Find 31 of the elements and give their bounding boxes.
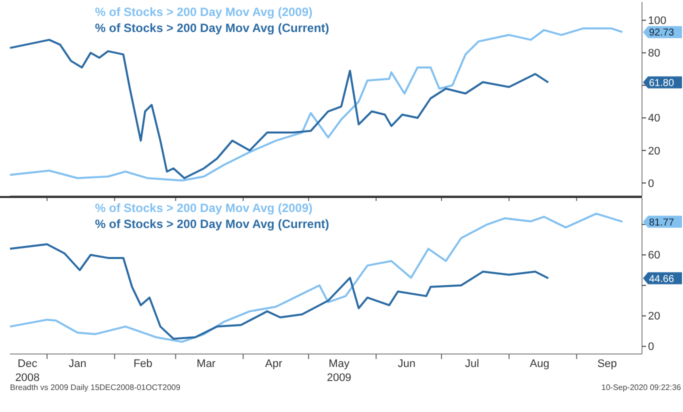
x-tick-label: Sep [597,358,617,370]
text: 61.80 [649,78,674,90]
text: 44.66 [649,274,674,285]
text: % of Stocks > 200 Day Mov Avg (2009) [95,201,313,215]
line-series [9,38,550,180]
y-tick-label: 20 [648,145,660,158]
text: % of Stocks > 200 Day Mov Avg (Current) [95,217,330,231]
text: % of Stocks > 200 Day Mov Avg (2009) [95,5,313,19]
x-tick-label: Jun [398,358,416,370]
x-tick-label: Aug [530,358,550,370]
series-label: % of Stocks > 200 Day Mov Avg (Current) [95,21,330,35]
y-tick-label: 60 [648,250,660,262]
x-tick-label: May 2009 [326,358,352,384]
y-tick-label: 40 [648,112,660,125]
line-series [9,243,550,340]
y-tick-label: 0 [648,178,654,190]
x-tick-label: Dec 2008 [15,358,40,384]
text: 81.77 [649,217,674,228]
x-tick-label: Mar [196,358,216,370]
x-tick-label: Apr [265,358,283,370]
line-series [9,212,624,343]
y-tick-label: 0 [648,341,654,354]
y-tick-label: 20 [648,310,660,323]
x-tick-label: Jan [68,358,86,370]
y-tick-label: 80 [648,48,660,60]
x-tick-label: Feb [133,358,152,370]
text: 92.73 [649,28,674,39]
text: Breadth vs 2009 Daily 15DEC2008-01OCT2009 [10,383,181,392]
x-tick-label: Jul [464,358,480,370]
text: 10-Sep-2020 09:22:36 [601,383,682,392]
y-tick-label: 100 [648,15,666,28]
